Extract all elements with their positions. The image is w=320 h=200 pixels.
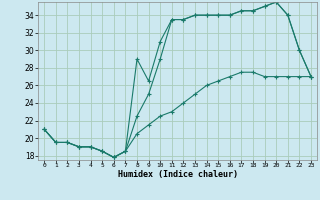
X-axis label: Humidex (Indice chaleur): Humidex (Indice chaleur) [118, 170, 238, 179]
